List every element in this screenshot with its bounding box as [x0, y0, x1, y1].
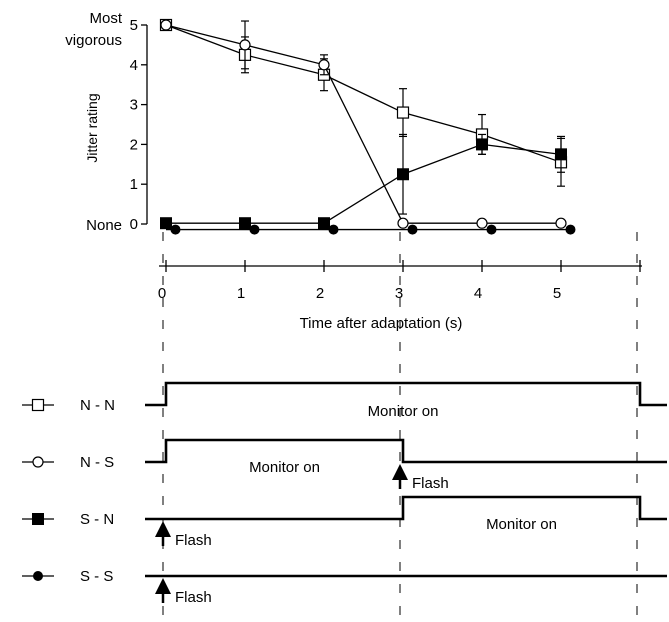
- series-line: [166, 143, 562, 224]
- data-point: [318, 59, 330, 71]
- legend-marker: [31, 398, 45, 412]
- timeline-row-label: S - N: [80, 511, 114, 528]
- timeline-row: N - N Monitor on: [22, 381, 667, 420]
- timeline-row-label: S - S: [80, 568, 113, 585]
- x-tick-label: 2: [316, 285, 324, 302]
- x-axis-title: Time after adaptation (s): [300, 315, 463, 332]
- data-point: [239, 39, 251, 51]
- y-tick-label: 2: [130, 136, 138, 153]
- timeline-row-label: N - S: [80, 454, 114, 471]
- chart-series: [159, 18, 576, 235]
- x-tick-label: 1: [237, 285, 245, 302]
- timeline-row: S - N Monitor on Flash: [22, 495, 667, 549]
- timeline-row-label: N - N: [80, 397, 115, 414]
- data-point: [239, 217, 251, 230]
- flash-label: Flash: [175, 589, 212, 606]
- data-point: [396, 106, 410, 119]
- chart-axes: 0 1 2 3 4 5 0 1 2 3 4 5: [130, 17, 642, 302]
- legend-marker: [32, 513, 44, 525]
- x-tick-label: 3: [395, 285, 403, 302]
- series-n-n: [159, 18, 568, 187]
- data-point: [160, 19, 172, 31]
- data-point: [397, 217, 409, 229]
- y-tick-label: 5: [130, 17, 138, 34]
- x-tick-label: 0: [158, 285, 166, 302]
- data-point: [170, 224, 181, 235]
- y-label-most: Most: [89, 10, 122, 27]
- series-s-n: [160, 133, 567, 230]
- data-point: [397, 168, 409, 181]
- data-point: [486, 224, 497, 235]
- y-axis-title: Jitter rating: [84, 93, 100, 162]
- monitor-on-label: Monitor on: [368, 403, 439, 420]
- series-s-s: [166, 224, 576, 235]
- series-line: [165, 24, 562, 163]
- y-label-vigorous: vigorous: [65, 32, 122, 49]
- y-tick-label: 0: [130, 216, 138, 233]
- data-point: [565, 224, 576, 235]
- legend-marker: [33, 571, 43, 581]
- y-label-none: None: [86, 217, 122, 234]
- timeline-row: N - S Monitor on Flash: [22, 438, 667, 492]
- flash-arrow-icon: [155, 578, 171, 594]
- timeline-trace: [145, 381, 667, 407]
- data-point: [318, 217, 330, 230]
- y-tick-label: 1: [130, 176, 138, 193]
- data-point: [407, 224, 418, 235]
- monitor-on-label: Monitor on: [249, 459, 320, 476]
- flash-arrow-icon: [392, 464, 408, 480]
- y-tick-label: 3: [130, 97, 138, 114]
- timeline-trace: [145, 438, 667, 464]
- data-point: [328, 224, 339, 235]
- x-tick-label: 4: [474, 285, 482, 302]
- data-point: [555, 148, 567, 161]
- series-line: [165, 24, 561, 224]
- y-tick-label: 4: [130, 57, 138, 74]
- data-point: [476, 217, 488, 229]
- data-point: [476, 138, 488, 151]
- flash-label: Flash: [412, 475, 449, 492]
- timeline-trace: [145, 495, 667, 521]
- data-point: [160, 217, 172, 230]
- x-tick-label: 5: [553, 285, 561, 302]
- legend-marker: [32, 456, 44, 468]
- flash-arrow-icon: [155, 521, 171, 537]
- data-point: [249, 224, 260, 235]
- timeline-row: S - S Flash: [22, 568, 667, 606]
- flash-label: Flash: [175, 532, 212, 549]
- monitor-on-label: Monitor on: [486, 516, 557, 533]
- data-point: [555, 217, 567, 229]
- series-n-s: [160, 19, 567, 229]
